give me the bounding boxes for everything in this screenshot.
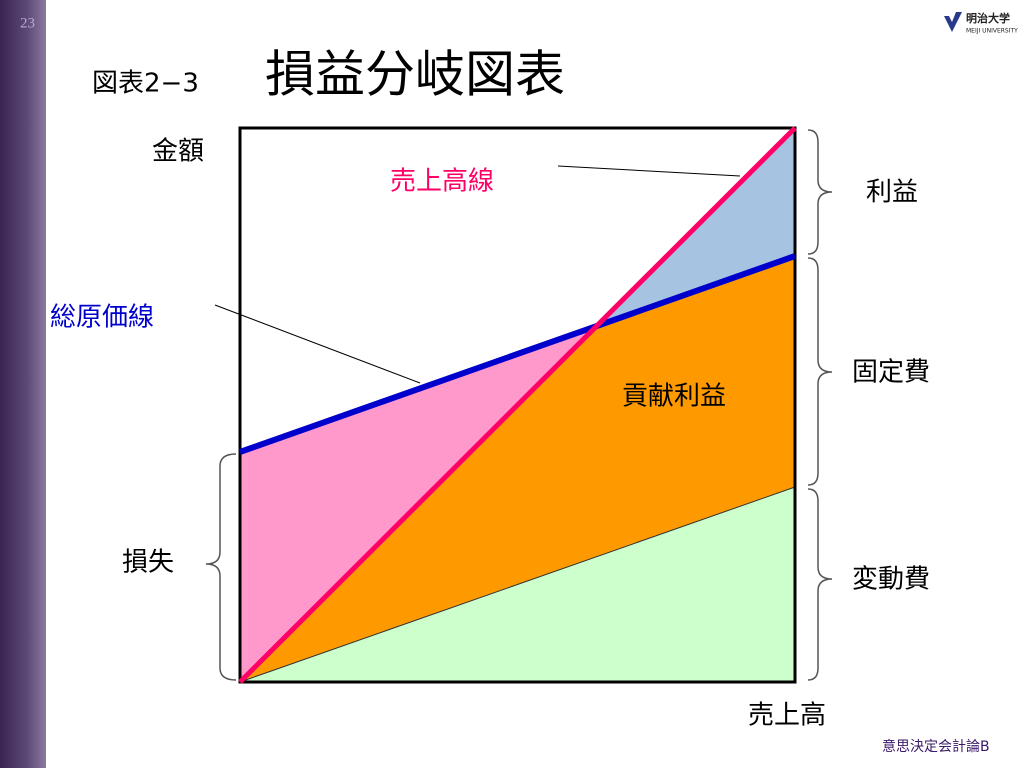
footer: 意思決定会計論B	[882, 738, 990, 755]
total-cost-line	[239, 253, 796, 455]
title: 損益分岐図表	[265, 46, 565, 104]
brace	[807, 257, 833, 486]
variable-cost-label: 変動費	[852, 565, 930, 595]
frame	[238, 126, 797, 684]
loss-label: 損失	[122, 548, 174, 578]
contribution-area	[240, 256, 795, 682]
side-strip	[0, 0, 46, 768]
brace	[205, 453, 237, 681]
figure-number: 図表2−3	[92, 69, 199, 99]
leader-line	[557, 165, 741, 177]
logo-name: 明治大学	[966, 11, 1010, 25]
variable-cost-line	[239, 486, 796, 683]
profit-label: 利益	[866, 178, 918, 208]
logo: 明治大学 MEIJI UNIVERSITY	[944, 11, 1018, 35]
sales-line	[238, 126, 797, 684]
brace	[807, 488, 833, 681]
fixed-cost-label: 固定費	[852, 358, 930, 388]
leader-line	[214, 304, 421, 384]
x-axis-label: 売上高	[748, 701, 826, 731]
diagram: 金額 売上高 売上高線 総原価線 貢献利益 利益 固定費 変動費 損失	[50, 126, 930, 731]
brace	[807, 129, 833, 255]
y-axis-label: 金額	[152, 137, 204, 167]
total-cost-line-label: 総原価線	[50, 303, 154, 333]
logo-mark	[944, 12, 962, 32]
sales-line-label: 売上高線	[390, 167, 494, 197]
contribution-label: 貢献利益	[622, 382, 726, 412]
logo-subname: MEIJI UNIVERSITY	[966, 28, 1018, 35]
page-number: 23	[20, 15, 35, 31]
